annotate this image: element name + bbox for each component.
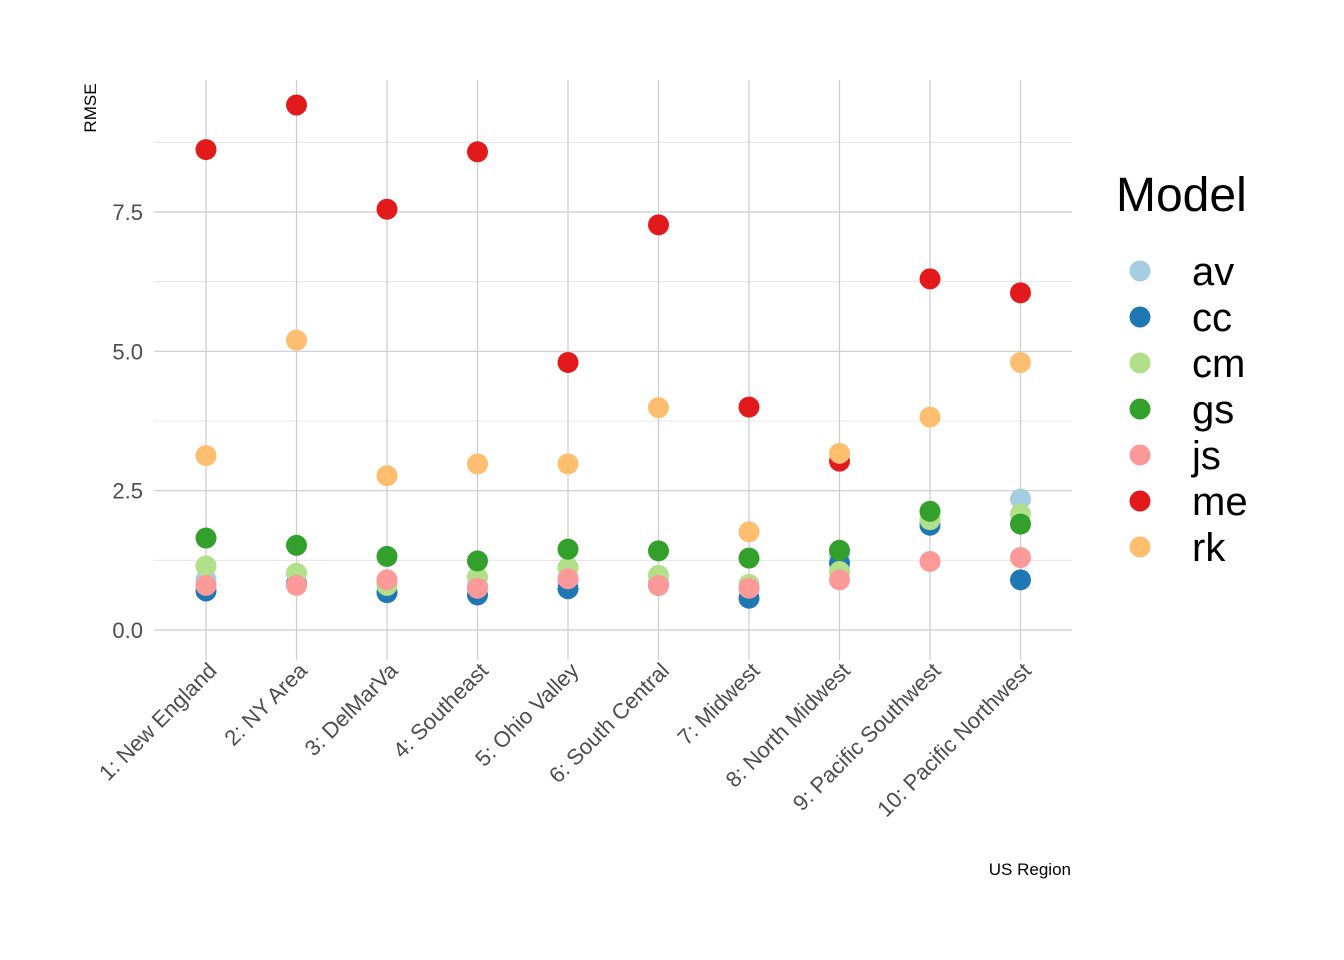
data-point-gs	[467, 550, 488, 572]
data-point-cm	[195, 555, 217, 577]
legend-label-gs: gs	[1192, 388, 1234, 432]
data-point-gs	[829, 539, 850, 561]
y-axis: 0.0 2.5 5.0 7.5	[112, 200, 143, 643]
data-point-js	[467, 577, 488, 599]
data-point-me	[738, 396, 760, 418]
x-tick-label: 1: New England	[94, 658, 222, 786]
legend-label-av: av	[1192, 250, 1234, 294]
data-point-me	[919, 268, 941, 290]
data-point-gs	[919, 500, 941, 522]
data-point-js	[195, 574, 217, 596]
data-point-me	[195, 139, 217, 161]
data-point-rk	[829, 442, 850, 464]
data-point-rk	[648, 397, 669, 419]
legend-label-cm: cm	[1192, 342, 1245, 386]
legend-key-cm	[1129, 352, 1151, 374]
x-tick-label: 10: Pacific Northwest	[872, 658, 1036, 822]
data-point-gs	[1010, 513, 1031, 535]
y-tick-label: 5.0	[112, 339, 143, 364]
data-point-rk	[738, 521, 760, 543]
data-point-rk	[919, 406, 941, 428]
data-point-me	[467, 141, 488, 163]
x-tick-label: 7: Midwest	[673, 658, 765, 750]
data-point-gs	[376, 545, 398, 567]
data-point-js	[738, 577, 760, 599]
legend-label-js: js	[1191, 434, 1221, 478]
x-tick-label: 9: Pacific Southwest	[788, 658, 946, 816]
data-point-me	[286, 94, 307, 116]
data-point-rk	[557, 453, 579, 475]
data-point-gs	[648, 540, 669, 562]
x-tick-label: 2: NY Area	[219, 657, 312, 750]
y-tick-label: 0.0	[112, 618, 143, 643]
data-point-gs	[738, 547, 760, 569]
legend-key-av	[1129, 260, 1151, 282]
y-tick-label: 2.5	[112, 479, 143, 504]
data-point-gs	[195, 527, 217, 549]
x-axis-title: US Region	[989, 860, 1071, 879]
data-point-rk	[467, 453, 488, 475]
data-point-js	[286, 574, 307, 596]
data-point-rk	[1010, 351, 1031, 373]
legend-key-js	[1129, 444, 1151, 466]
data-point-me	[557, 351, 579, 373]
legend-label-me: me	[1192, 480, 1248, 524]
data-point-js	[919, 550, 941, 572]
legend-label-rk: rk	[1192, 526, 1226, 570]
data-point-gs	[557, 538, 579, 560]
data-point-js	[1010, 547, 1031, 569]
legend-key-cc	[1129, 306, 1151, 328]
y-tick-label: 7.5	[112, 200, 143, 225]
y-axis-title: RMSE	[81, 83, 100, 132]
data-point-rk	[376, 465, 398, 487]
data-point-rk	[195, 445, 217, 467]
legend-key-rk	[1129, 536, 1151, 558]
data-point-js	[376, 569, 398, 591]
data-point-me	[1010, 282, 1031, 304]
data-point-me	[648, 214, 669, 236]
legend-title: Model	[1116, 169, 1247, 222]
legend-key-me	[1129, 490, 1151, 512]
data-points	[195, 94, 1031, 609]
data-point-gs	[286, 534, 307, 556]
data-point-rk	[286, 329, 307, 351]
data-point-cc	[1010, 569, 1031, 591]
data-point-js	[557, 568, 579, 590]
data-point-me	[376, 198, 398, 220]
data-point-js	[829, 569, 850, 591]
data-point-av	[1010, 488, 1031, 510]
legend-label-cc: cc	[1192, 296, 1232, 340]
data-point-js	[648, 574, 669, 596]
legend-key-gs	[1129, 398, 1151, 420]
